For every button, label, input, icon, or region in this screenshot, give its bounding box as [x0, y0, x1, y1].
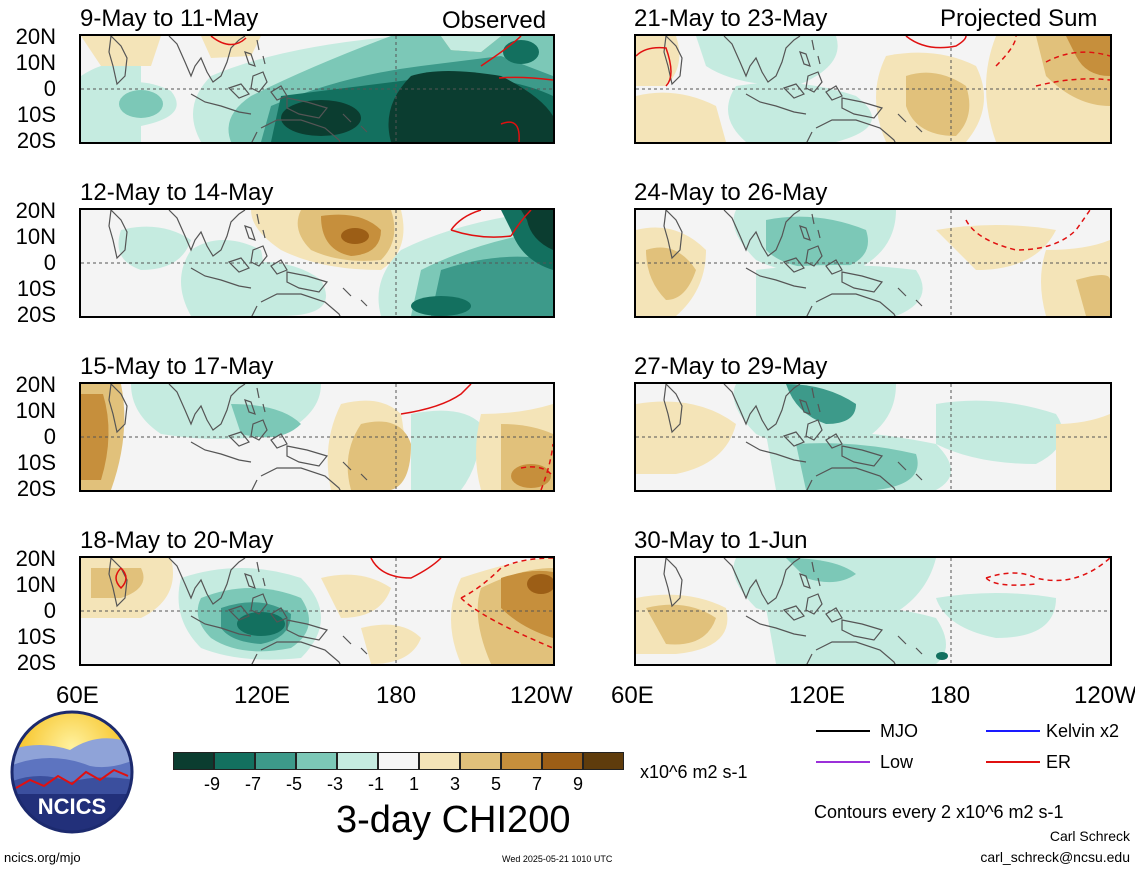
- colorbar-cell: [255, 752, 296, 770]
- legend-kelvin-swatch: [986, 730, 1040, 732]
- lon-label: 120W: [1074, 682, 1135, 709]
- lat-label: 10N: [15, 398, 56, 423]
- lat-label: 0: [43, 76, 56, 101]
- colorbar: [173, 752, 624, 770]
- legend-mjo-swatch: [816, 730, 870, 732]
- map-panel-5: [634, 34, 1112, 144]
- lat-label: 10N: [15, 224, 56, 249]
- legend-er-label: ER: [1046, 752, 1072, 772]
- panel-title-7: 27-May to 29-May: [634, 353, 828, 380]
- lat-label: 20N: [15, 24, 56, 49]
- lat-label: 10S: [16, 102, 56, 127]
- lat-label: 0: [43, 424, 56, 449]
- lat-label: 20S: [16, 650, 56, 675]
- colorbar-tick-label: 9: [573, 774, 584, 794]
- colorbar-tick-label: -1: [368, 774, 385, 794]
- lat-label: 20S: [16, 128, 56, 153]
- timestamp: Wed 2025-05-21 1010 UTC: [502, 854, 613, 864]
- lat-label: 10S: [16, 450, 56, 475]
- map-panel-1: [79, 34, 555, 144]
- colorbar-tick-label: -5: [286, 774, 303, 794]
- lon-label: 120E: [789, 682, 846, 709]
- lat-label: 10N: [15, 50, 56, 75]
- ncics-logo: NCICS: [10, 710, 134, 834]
- panel-title-1: 9-May to 11-May: [80, 5, 259, 32]
- colorbar-tick-label: 1: [409, 774, 420, 794]
- map-panel-6: [634, 208, 1112, 318]
- colorbar-title: 3-day CHI200: [336, 799, 571, 841]
- contours-note: Contours every 2 x10^6 m2 s-1: [814, 802, 1064, 822]
- lat-label: 20N: [15, 198, 56, 223]
- colorbar-cell: [542, 752, 583, 770]
- legend-mjo-label: MJO: [880, 721, 918, 741]
- colorbar-tick-label: 3: [450, 774, 461, 794]
- legend-low-swatch: [816, 761, 870, 763]
- lon-label: 60E: [611, 682, 654, 709]
- colorbar-cell: [173, 752, 214, 770]
- colorbar-cell: [419, 752, 460, 770]
- colorbar-tick-label: -7: [245, 774, 262, 794]
- panel-title-6: 24-May to 26-May: [634, 179, 828, 206]
- map-panel-2: [79, 208, 555, 318]
- lat-label: 20N: [15, 372, 56, 397]
- colorbar-cell: [501, 752, 542, 770]
- author-name: Carl Schreck: [1049, 828, 1130, 844]
- colorbar-tick-label: -9: [204, 774, 221, 794]
- lat-label: 20S: [16, 476, 56, 501]
- lat-label: 10N: [15, 572, 56, 597]
- legend-low-label: Low: [880, 752, 914, 772]
- colorbar-tick-label: 5: [491, 774, 502, 794]
- panel-title-5: 21-May to 23-May: [634, 5, 828, 32]
- panel-title-8: 30-May to 1-Jun: [634, 527, 808, 554]
- lon-label: 180: [376, 682, 417, 709]
- lon-label: 120E: [234, 682, 291, 709]
- projected-label: Projected Sum: [940, 5, 1098, 32]
- lon-label: 60E: [56, 682, 99, 709]
- legend-er-swatch: [986, 761, 1040, 763]
- panel-title-2: 12-May to 14-May: [80, 179, 274, 206]
- author-email[interactable]: carl_schreck@ncsu.edu: [980, 849, 1130, 865]
- logo-text: NCICS: [38, 794, 106, 819]
- colorbar-cell: [337, 752, 378, 770]
- colorbar-cell: [378, 752, 419, 770]
- colorbar-cell: [296, 752, 337, 770]
- map-panel-4: [79, 556, 555, 666]
- colorbar-cell: [583, 752, 624, 770]
- map-panel-3: [79, 382, 555, 492]
- legend-kelvin-label: Kelvin x2: [1046, 721, 1120, 741]
- colorbar-cell: [460, 752, 501, 770]
- lat-label: 10S: [16, 276, 56, 301]
- colorbar-cell: [214, 752, 255, 770]
- map-panel-7: [634, 382, 1112, 492]
- lat-label: 20S: [16, 302, 56, 327]
- panel-title-4: 18-May to 20-May: [80, 527, 274, 554]
- site-link[interactable]: ncics.org/mjo: [4, 850, 81, 865]
- lon-label: 120W: [510, 682, 573, 709]
- colorbar-units: x10^6 m2 s-1: [640, 762, 748, 782]
- colorbar-tick-label: -3: [327, 774, 344, 794]
- panel-title-3: 15-May to 17-May: [80, 353, 274, 380]
- map-panel-8: [634, 556, 1112, 666]
- observed-label: Observed: [442, 7, 547, 34]
- lat-label: 20N: [15, 546, 56, 571]
- lon-label: 180: [930, 682, 971, 709]
- colorbar-ticks: -9 -7 -5 -3 -1 1 3 5 7 9: [173, 770, 624, 798]
- lat-label: 0: [43, 598, 56, 623]
- lat-label: 10S: [16, 624, 56, 649]
- lat-label: 0: [43, 250, 56, 275]
- colorbar-tick-label: 7: [532, 774, 543, 794]
